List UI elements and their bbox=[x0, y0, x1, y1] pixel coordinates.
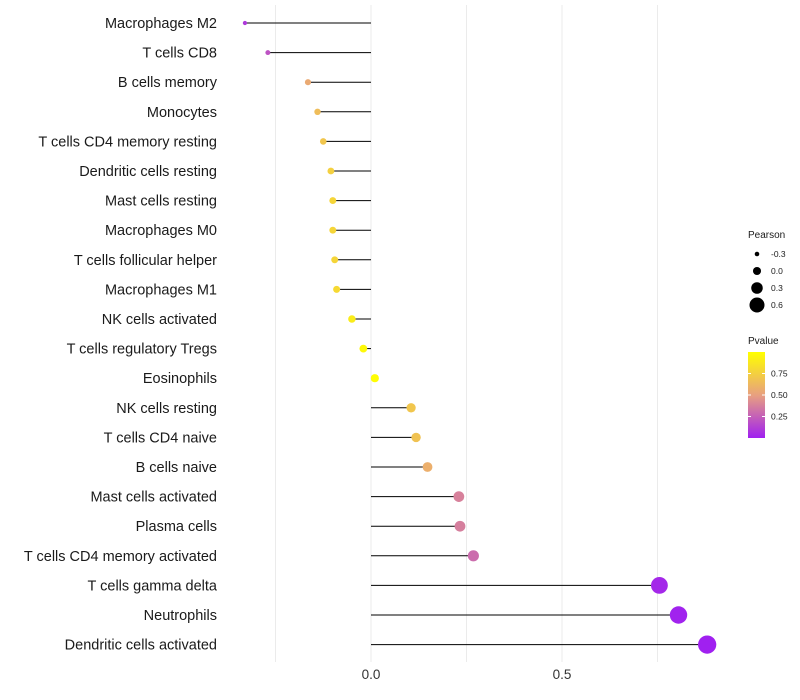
x-tick-label: 0.0 bbox=[362, 667, 381, 682]
lollipop-point bbox=[370, 374, 379, 383]
size-legend-label: -0.3 bbox=[771, 249, 786, 259]
lollipop-point bbox=[698, 635, 717, 654]
lollipop-point bbox=[359, 344, 368, 353]
lollipop-point bbox=[406, 403, 416, 413]
lollipop-point bbox=[331, 256, 339, 264]
lollipop-point bbox=[669, 606, 688, 624]
category-label: NK cells resting bbox=[116, 401, 217, 417]
size-legend-dot bbox=[752, 266, 762, 276]
grid-lines bbox=[275, 5, 658, 662]
lollipop-point bbox=[329, 226, 337, 234]
color-legend-label: 0.75 bbox=[771, 369, 788, 379]
category-label: T cells CD8 bbox=[142, 46, 217, 62]
lollipop-point bbox=[454, 520, 466, 532]
size-legend-dot bbox=[754, 251, 760, 257]
category-label: Mast cells activated bbox=[90, 490, 217, 506]
lollipop-point bbox=[265, 50, 271, 56]
category-label: NK cells activated bbox=[102, 312, 217, 328]
size-legend-title: Pearson bbox=[748, 230, 785, 241]
lollipop-point bbox=[304, 79, 312, 86]
category-label: Eosinophils bbox=[143, 371, 217, 387]
lollipop-point bbox=[453, 491, 465, 502]
lollipop-stems bbox=[244, 22, 708, 646]
size-legend-label: 0.6 bbox=[771, 300, 783, 310]
category-label: Macrophages M0 bbox=[105, 223, 217, 239]
lollipop-point bbox=[411, 432, 421, 443]
color-legend-title: Pvalue bbox=[748, 336, 779, 347]
color-legend-label: 0.25 bbox=[771, 412, 788, 422]
category-label: Monocytes bbox=[147, 105, 217, 121]
lollipop-point bbox=[348, 315, 356, 323]
category-label: T cells gamma delta bbox=[88, 578, 218, 594]
category-label: B cells memory bbox=[118, 75, 218, 91]
lollipop-point bbox=[333, 285, 341, 293]
lollipop-point bbox=[327, 167, 335, 175]
pvalue-color-legend: Pvalue 0.75 0.50 0.25 bbox=[748, 336, 788, 438]
lollipop-point bbox=[314, 108, 321, 116]
category-label: Macrophages M2 bbox=[105, 16, 217, 32]
lollipop-point bbox=[422, 462, 433, 472]
lollipop-point bbox=[319, 138, 327, 145]
color-legend-label: 0.50 bbox=[771, 390, 788, 400]
lollipop-point bbox=[242, 20, 248, 26]
lollipop-points bbox=[242, 20, 717, 654]
category-label: T cells regulatory Tregs bbox=[67, 342, 217, 358]
category-label: Mast cells resting bbox=[105, 194, 217, 210]
size-legend-dot bbox=[751, 282, 763, 294]
category-label: Neutrophils bbox=[144, 608, 217, 624]
category-label: Dendritic cells activated bbox=[65, 638, 217, 654]
size-legend-label: 0.0 bbox=[771, 266, 783, 276]
lollipop-point bbox=[329, 197, 337, 205]
category-label: T cells CD4 naive bbox=[104, 430, 217, 446]
size-legend-dot bbox=[749, 297, 765, 313]
category-label: Dendritic cells resting bbox=[79, 164, 217, 180]
x-tick-label: 0.5 bbox=[553, 667, 572, 682]
category-label: T cells CD4 memory activated bbox=[24, 549, 217, 565]
pvalue-colorbar bbox=[748, 352, 765, 438]
lollipop-point bbox=[467, 550, 479, 562]
size-legend-label: 0.3 bbox=[771, 283, 783, 293]
x-axis-ticks: 0.0 0.5 bbox=[362, 667, 572, 682]
pearson-size-legend: Pearson -0.3 0.0 0.3 0.6 bbox=[748, 230, 786, 313]
category-label: Macrophages M1 bbox=[105, 282, 217, 298]
lollipop-point bbox=[651, 576, 668, 594]
category-label: T cells follicular helper bbox=[74, 253, 217, 269]
category-label: T cells CD4 memory resting bbox=[38, 134, 217, 150]
category-label: B cells naive bbox=[136, 460, 217, 476]
category-label: Plasma cells bbox=[136, 519, 217, 535]
y-axis-labels: Macrophages M2 T cells CD8 B cells memory M… bbox=[24, 16, 218, 654]
